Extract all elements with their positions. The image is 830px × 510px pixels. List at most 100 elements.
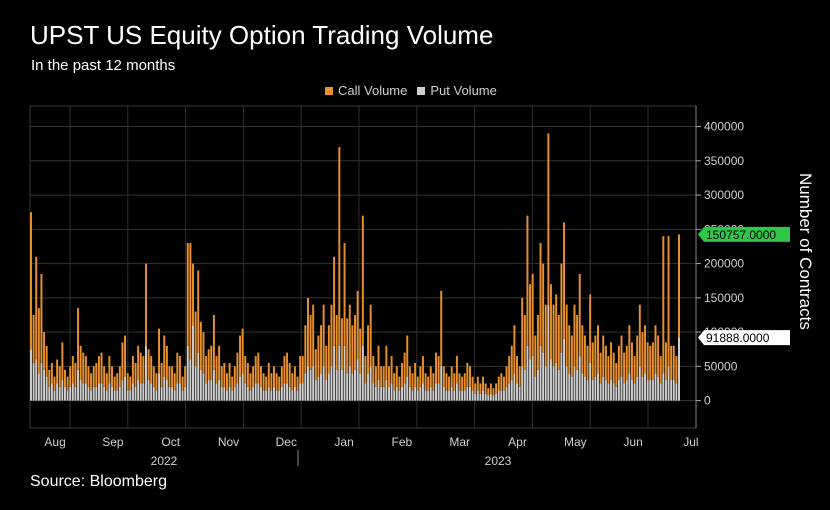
call-bar [638,304,641,367]
call-bar [534,335,537,377]
put-bar [633,383,636,401]
call-bar [137,345,140,381]
call-bar [168,366,171,387]
put-bar [610,380,613,401]
put-bar [186,345,189,401]
x-tick-label: Aug [44,435,65,449]
put-bar [529,359,532,401]
call-bar [617,345,620,381]
put-bar [620,376,623,401]
call-bar [288,362,291,387]
put-bar [330,366,333,401]
call-bar [356,290,359,360]
put-bar [536,369,539,401]
put-bar [403,383,406,401]
call-bar [518,366,521,387]
call-bar [536,314,539,370]
put-bar [223,386,226,401]
put-bar [108,383,111,401]
call-bar [385,345,388,381]
call-bar [176,352,179,384]
call-bar [257,352,260,384]
call-bar [223,362,226,387]
call-bar [246,362,249,387]
call-bar [406,335,409,377]
put-bar [79,380,82,401]
call-bar [299,356,302,384]
call-bar [597,325,599,374]
put-bar [207,380,210,401]
put-bar [82,383,85,401]
put-bar [408,386,411,401]
call-bar [343,243,346,346]
call-bar [63,369,66,387]
call-bar [197,270,200,353]
call-bar [646,342,649,381]
call-bar [100,352,103,384]
put-bar [118,386,121,401]
call-bar [48,369,51,387]
put-bar [393,390,396,401]
put-bar [476,390,479,401]
put-bar [518,386,521,401]
call-bar [526,215,529,346]
call-bar [416,376,419,391]
call-bar [450,366,453,387]
y-tick-label: 50000 [704,359,738,373]
put-bar [171,386,174,401]
put-bar [641,376,644,401]
put-bar [450,386,453,401]
put-bar [675,383,678,401]
call-bar [563,222,566,339]
call-bar [171,366,174,387]
put-bar [521,366,524,401]
put-bar [377,380,380,401]
call-bar [160,362,163,387]
call-bar [591,342,594,381]
y-tick-label: 350000 [704,154,744,168]
call-bar [283,356,286,384]
put-bar [390,383,393,401]
legend-put-label: Put Volume [430,83,497,98]
put-bar [257,383,260,401]
put-bar [273,386,275,401]
call-bar [354,314,356,370]
put-bar [468,386,471,401]
put-bar [178,383,181,401]
put-bar [126,390,129,401]
put-bar [644,373,647,401]
put-bar [322,366,325,401]
put-bar [197,352,200,401]
put-bar [442,386,445,401]
call-bar [335,314,338,370]
put-bar [453,390,456,401]
call-bar [644,325,647,374]
call-bar [252,366,255,387]
call-bar [301,356,304,384]
call-bar [557,314,560,370]
x-tick-label: Dec [276,435,297,449]
source-note: Source: Bloomberg [30,473,167,490]
put-bar [367,373,370,401]
put-bar [249,390,252,401]
call-bar [523,314,526,370]
call-bar [327,325,330,374]
call-bar [306,297,309,367]
call-bar [599,352,602,384]
call-bar [280,366,283,387]
call-bar [463,373,466,391]
put-bar [346,373,349,401]
call-bar [92,366,95,387]
put-bar [526,345,529,401]
x-tick-label: Sep [102,435,124,449]
put-bar [513,373,516,401]
put-bar [411,390,414,401]
call-bar [116,373,119,391]
put-bar [53,390,56,401]
call-bar [228,362,231,387]
put-bar [286,383,289,401]
call-bar [435,352,437,384]
put-bar [333,345,336,401]
call-bar [150,356,153,384]
put-bar [301,383,304,401]
